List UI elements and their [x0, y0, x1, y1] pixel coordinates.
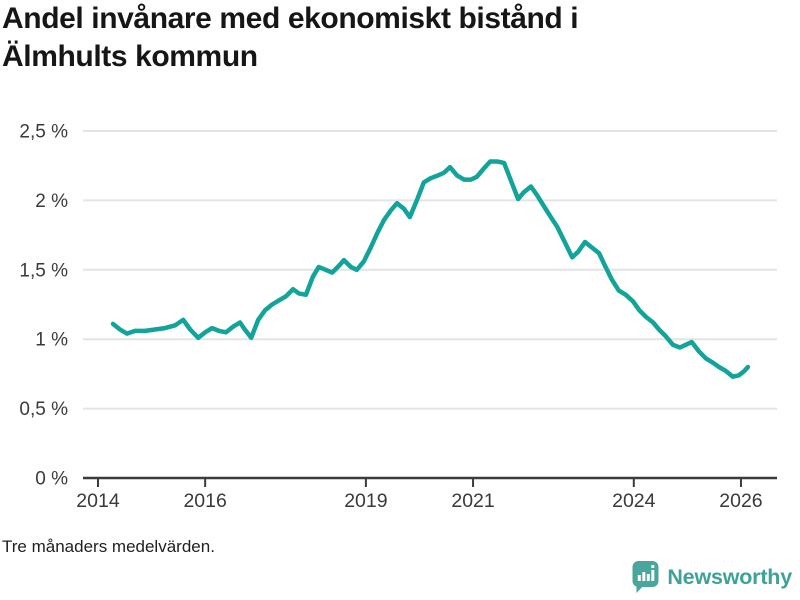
- y-axis-tick-label: 1,5 %: [19, 260, 68, 281]
- x-axis-tick-label: 2019: [344, 490, 387, 512]
- y-axis-tick-label: 2 %: [35, 191, 68, 212]
- newsworthy-logo-text: Newsworthy: [667, 564, 792, 589]
- x-axis-tick-label: 2014: [76, 490, 120, 512]
- y-axis-tick-label: 2,5 %: [19, 122, 68, 143]
- x-axis-tick-label: 2026: [719, 490, 762, 512]
- x-axis-tick-label: 2024: [612, 490, 656, 512]
- y-axis-tick-label: 0,5 %: [19, 399, 68, 420]
- page-title: Andel invånare med ekonomiskt bistånd i Ä…: [2, 0, 579, 76]
- trend-chart: 0 % 0,5 % 1 % 1,5 % 2 % 2,5 % 2014 2016 2019 2021…: [19, 122, 777, 512]
- bar-chart-speech-bubble-icon: [632, 561, 659, 593]
- page-title-line-1: Andel invånare med ekonomiskt bistånd i: [2, 2, 579, 35]
- x-axis-tick-label: 2016: [183, 490, 226, 512]
- y-axis-tick-label: 1 %: [35, 330, 68, 351]
- page-title-line-2: Älmhults kommun: [2, 40, 258, 74]
- chart-footnote: Tre månaders medelvärden.: [2, 537, 215, 556]
- trend-line: [110, 159, 751, 379]
- y-axis-tick-label: 0 %: [35, 469, 68, 490]
- x-axis-tick-label: 2021: [451, 490, 494, 512]
- newsworthy-logo: Newsworthy: [631, 560, 792, 594]
